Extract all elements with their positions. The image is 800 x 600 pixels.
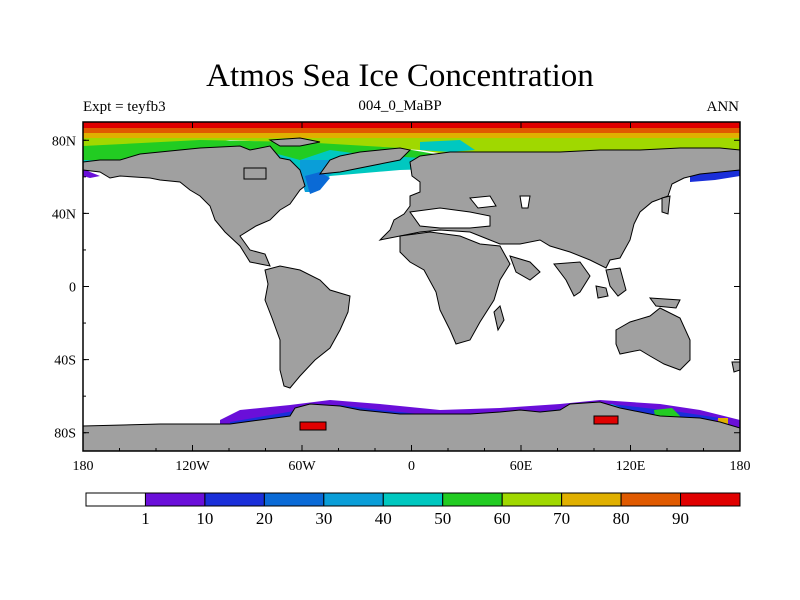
time-label: 004_0_MaBP xyxy=(358,98,442,114)
new-zealand xyxy=(731,361,740,373)
india xyxy=(553,261,591,297)
caspian xyxy=(519,195,531,209)
africa xyxy=(399,231,511,345)
colorbar-label: 40 xyxy=(375,509,392,528)
greenland xyxy=(318,147,412,175)
x-tick-label: 120W xyxy=(175,459,210,474)
mediterranean xyxy=(409,207,491,229)
australia xyxy=(615,307,691,371)
x-tick-label: 60E xyxy=(510,459,533,474)
colorbar-label: 70 xyxy=(553,509,570,528)
colorbar-box xyxy=(501,492,563,507)
south-america xyxy=(264,265,351,389)
y-tick-label: 40N xyxy=(52,207,76,222)
colorbar-box xyxy=(620,492,682,507)
colorbar-label: 10 xyxy=(196,509,213,528)
north-america xyxy=(83,145,306,267)
colorbar-box xyxy=(263,492,325,507)
colorbar xyxy=(85,492,741,507)
x-tick-label: 120E xyxy=(616,459,646,474)
eurasia xyxy=(378,147,740,269)
colorbar-box xyxy=(561,492,622,507)
season-label: ANN xyxy=(706,99,740,115)
x-tick-label: 0 xyxy=(408,459,415,474)
arabia xyxy=(509,255,541,281)
y-axis: 80N 40N 0 40S 80S xyxy=(52,134,740,442)
map-panel xyxy=(83,122,740,451)
y-tick-label: 80N xyxy=(52,134,76,149)
y-tick-label: 40S xyxy=(54,354,76,369)
indonesia xyxy=(595,285,609,299)
arctic-islands xyxy=(268,137,321,147)
colorbar-label: 80 xyxy=(613,509,630,528)
hudson-bay-outline xyxy=(243,167,267,180)
ross-ice xyxy=(593,415,619,425)
plot-title: Atmos Sea Ice Concentration xyxy=(206,58,594,94)
colorbar-label: 50 xyxy=(434,509,451,528)
x-tick-label: 60W xyxy=(288,459,316,474)
colorbar-labels: 1 10 20 30 40 50 60 70 80 90 xyxy=(141,509,689,528)
colorbar-box xyxy=(382,492,444,507)
colorbar-box xyxy=(204,492,265,507)
colorbar-label: 1 xyxy=(141,509,150,528)
japan xyxy=(661,195,671,215)
colorbar-label: 60 xyxy=(494,509,511,528)
colorbar-label: 90 xyxy=(672,509,689,528)
y-tick-label: 0 xyxy=(69,281,76,296)
x-axis: 180 120W 60W 0 60E 120E 180 xyxy=(73,122,751,474)
colorbar-box xyxy=(323,492,384,507)
x-tick-label: 180 xyxy=(730,459,751,474)
y-tick-label: 80S xyxy=(54,427,76,442)
madagascar xyxy=(493,305,505,332)
experiment-label: Expt = teyfb3 xyxy=(83,99,166,115)
colorbar-label: 20 xyxy=(256,509,273,528)
black-sea xyxy=(469,195,497,209)
x-tick-label: 180 xyxy=(73,459,94,474)
colorbar-label: 30 xyxy=(315,509,332,528)
colorbar-box xyxy=(85,492,146,507)
inland-seas xyxy=(243,167,531,229)
colorbar-box xyxy=(680,492,741,507)
southeast-asia xyxy=(605,267,627,297)
antarctica xyxy=(83,401,740,451)
weddell-ice xyxy=(299,421,327,431)
colorbar-box xyxy=(442,492,503,507)
land xyxy=(83,137,740,451)
new-guinea xyxy=(648,297,681,309)
colorbar-box xyxy=(144,492,206,507)
